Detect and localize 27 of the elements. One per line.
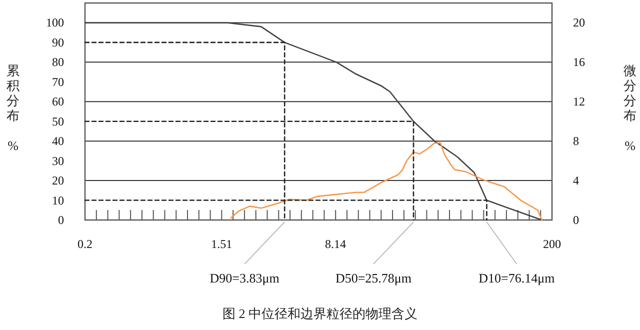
- y-tick-label: 90: [52, 35, 64, 50]
- y-tick-label: 0: [58, 213, 64, 227]
- x-tick-label: 200: [543, 237, 561, 251]
- x-tick-label: 8.14: [325, 237, 346, 251]
- y2-tick-label: 4: [573, 174, 579, 188]
- annotation: D90=3.83μm: [210, 270, 280, 286]
- y-tick-label: 70: [52, 74, 64, 89]
- y-tick-label: 60: [52, 94, 64, 109]
- y-tick-label: 100: [46, 16, 64, 30]
- y2-tick-label: 20: [573, 16, 585, 30]
- y2-tick-label: 12: [573, 94, 585, 109]
- y-tick-label: 80: [52, 55, 64, 70]
- x-tick-label: 1.51: [211, 237, 232, 251]
- y-tick-label: 30: [52, 154, 64, 168]
- y-tick-label: 40: [52, 134, 64, 148]
- y2-axis-title: 微分分布 %: [624, 63, 636, 153]
- y-tick-label: 20: [52, 174, 64, 188]
- y2-tick-label: 0: [573, 213, 579, 227]
- y-tick-label: 10: [52, 193, 64, 208]
- annotation: D10=76.14μm: [478, 270, 555, 286]
- y-axis-title: 累积分布 %: [6, 63, 20, 153]
- text: 图 2 中位径和边界粒径的物理含义: [222, 306, 418, 321]
- x-tick-label: 0.2: [78, 237, 92, 251]
- y2-tick-label: 8: [573, 134, 579, 148]
- annotation: D50=25.78μm: [335, 270, 412, 286]
- y2-tick-label: 16: [573, 55, 585, 70]
- y-tick-label: 50: [52, 114, 64, 128]
